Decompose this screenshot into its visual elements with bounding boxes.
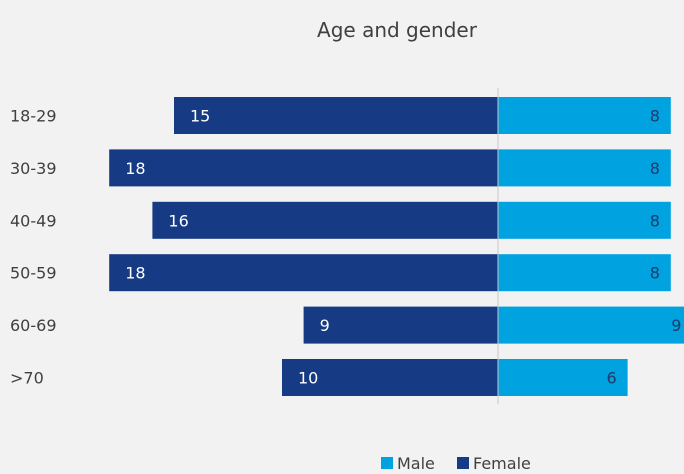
bar-male bbox=[498, 306, 684, 344]
legend: Male Female bbox=[381, 454, 531, 473]
bar-male bbox=[498, 254, 671, 292]
data-label-male: 9 bbox=[671, 316, 681, 335]
category-label: 50-59 bbox=[10, 264, 57, 283]
data-label-female: 18 bbox=[125, 159, 145, 178]
bar-female bbox=[282, 359, 498, 396]
bar-male bbox=[498, 359, 628, 396]
data-label-female: 16 bbox=[168, 211, 188, 230]
bar-female bbox=[174, 97, 498, 134]
bar-female bbox=[109, 254, 498, 292]
legend-swatch-female bbox=[457, 457, 469, 469]
plot-area: 18-29 15 8 30-39 18 8 40-49 16 8 50-59 18 8 60-69 9 9 >… bbox=[10, 88, 684, 404]
category-label: 40-49 bbox=[10, 211, 57, 230]
data-label-male: 8 bbox=[650, 264, 660, 283]
data-label-female: 10 bbox=[298, 369, 318, 388]
bar-male bbox=[498, 201, 671, 239]
bar-female bbox=[152, 201, 498, 239]
data-label-male: 8 bbox=[650, 107, 660, 126]
category-label: 18-29 bbox=[10, 107, 57, 126]
data-label-female: 18 bbox=[125, 264, 145, 283]
data-label-male: 6 bbox=[607, 369, 617, 388]
legend-label-male: Male bbox=[397, 454, 435, 473]
data-label-female: 15 bbox=[190, 107, 210, 126]
legend-label-female: Female bbox=[473, 454, 531, 473]
chart-title: Age and gender bbox=[317, 18, 478, 42]
category-label: 30-39 bbox=[10, 159, 57, 178]
legend-swatch-male bbox=[381, 457, 393, 469]
data-label-male: 8 bbox=[650, 211, 660, 230]
category-label: 60-69 bbox=[10, 316, 57, 335]
bar-male bbox=[498, 97, 671, 134]
data-label-male: 8 bbox=[650, 159, 660, 178]
bar-female bbox=[303, 306, 498, 344]
category-label: >70 bbox=[10, 369, 44, 388]
data-label-female: 9 bbox=[320, 316, 330, 335]
bar-male bbox=[498, 149, 671, 187]
bar-female bbox=[109, 149, 498, 187]
